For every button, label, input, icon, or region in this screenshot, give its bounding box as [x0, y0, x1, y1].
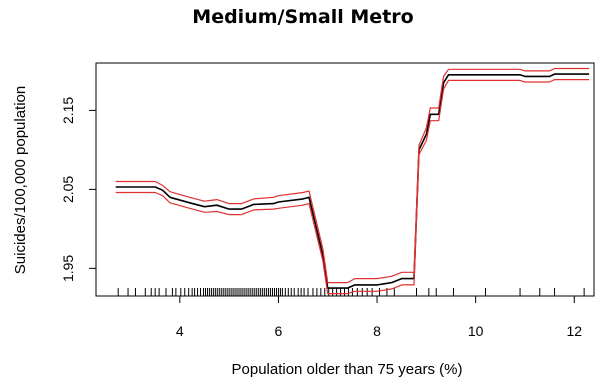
- rug-layer: [117, 288, 585, 296]
- y-tick-label: 2.15: [60, 97, 76, 124]
- plot-frame: [95, 62, 595, 297]
- series-line-estimate: [115, 73, 590, 289]
- y-axis: 1.95 2.05 2.15: [60, 97, 96, 282]
- y-axis-label: Suicides/100,000 population: [12, 86, 29, 274]
- series-layer: [115, 67, 590, 295]
- chart-title: Medium/Small Metro: [192, 6, 414, 28]
- series-line-lower: [115, 78, 590, 295]
- y-tick-label: 2.05: [60, 176, 76, 203]
- x-axis: 4 6 8 10 12: [176, 296, 582, 339]
- x-tick-label: 10: [468, 323, 484, 339]
- x-tick-label: 4: [176, 323, 184, 339]
- x-tick-label: 12: [566, 323, 582, 339]
- y-tick-label: 1.95: [60, 255, 76, 282]
- x-tick-label: 8: [373, 323, 381, 339]
- x-tick-label: 6: [275, 323, 283, 339]
- series-line-upper: [115, 67, 590, 284]
- x-axis-label: Population older than 75 years (%): [232, 361, 463, 378]
